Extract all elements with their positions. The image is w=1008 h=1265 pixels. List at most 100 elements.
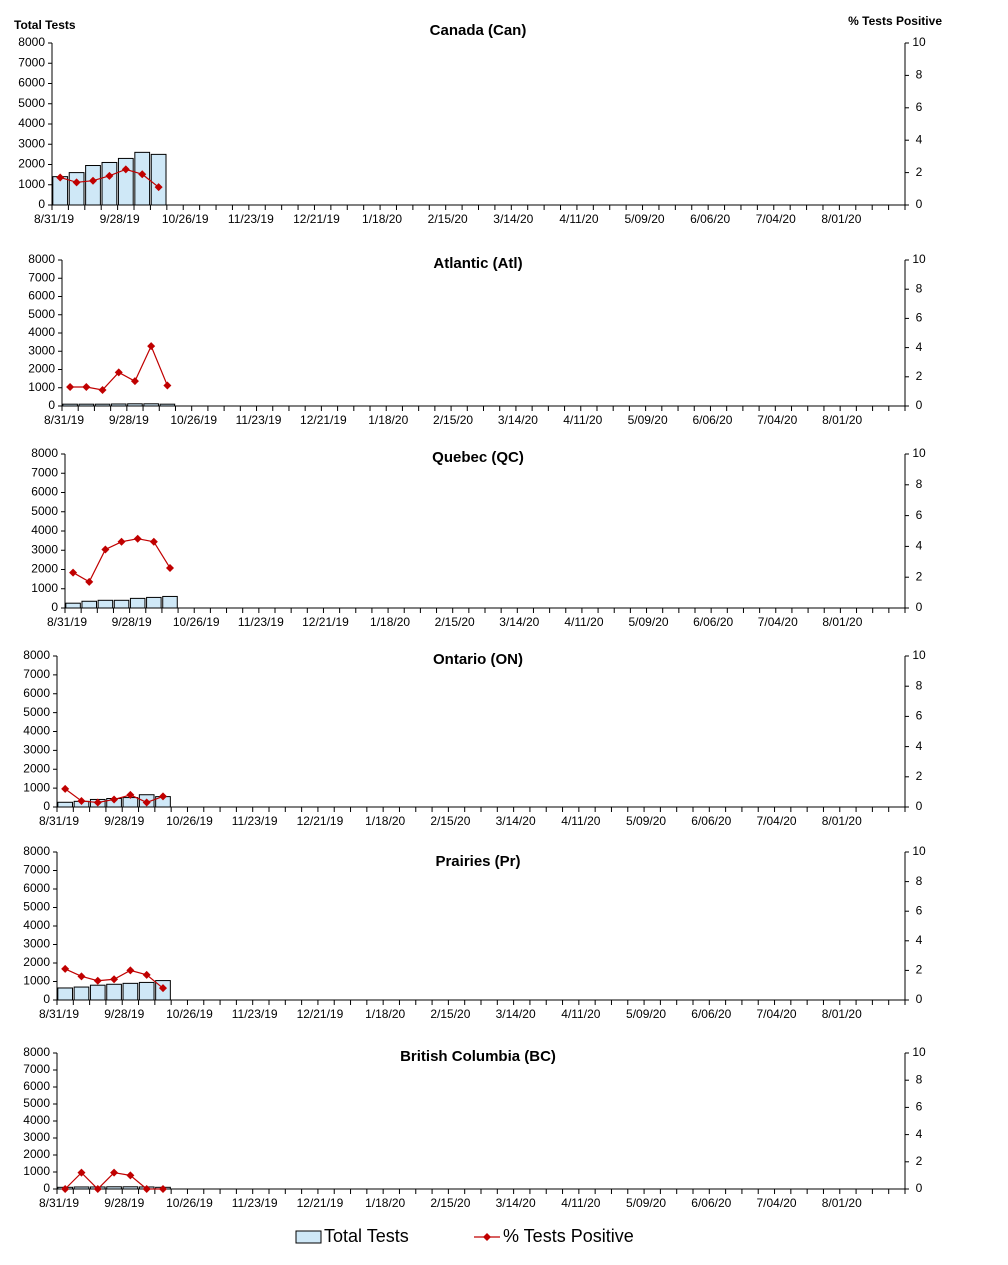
point [138,170,147,179]
point [166,563,174,572]
x-tick-label: 6/06/20 [693,615,733,629]
chart-title: Atlantic (Atl) [433,255,522,272]
y-tick-label: 2000 [23,761,50,775]
y-tick-label: 6000 [23,686,50,700]
point [85,577,94,586]
x-tick-label: 8/31/19 [39,1196,79,1210]
bar [106,983,122,1001]
point [69,568,78,577]
y-tick-label: 1000 [23,974,50,988]
y2-tick-label: 4 [916,739,923,753]
x-tick-label: 7/04/20 [758,615,798,629]
x-tick-label: 7/04/20 [757,814,797,828]
point [130,377,139,386]
point [163,381,172,390]
point [149,537,158,546]
bar [162,595,178,609]
y-axis-label: Total Tests [14,18,76,32]
point [93,1185,102,1193]
bar [122,982,139,1001]
bar [134,151,151,206]
y-tick-label: 0 [43,799,50,813]
x-tick-label: 7/04/20 [757,1196,797,1210]
y-tick-label: 8000 [31,446,58,460]
x-tick-label: 7/04/20 [757,413,797,427]
x-tick-label: 12/21/19 [300,413,347,427]
y-tick-label: 3000 [23,937,50,951]
legend-label: % Tests Positive [503,1226,634,1246]
chart-title: British Columbia (BC) [400,1048,556,1065]
bar [78,403,95,407]
y2-tick-label: 4 [916,539,923,553]
y-tick-label: 5000 [18,96,45,110]
y2-tick-label: 4 [916,340,923,354]
y-tick-label: 1000 [18,177,45,191]
x-tick-label: 8/31/19 [47,615,87,629]
x-tick-label: 10/26/19 [166,1007,213,1021]
y-tick-label: 5000 [23,1096,50,1110]
x-tick-label: 11/23/19 [236,413,282,427]
bar [122,797,139,808]
y-tick-label: 5000 [31,504,58,518]
bar [113,599,130,609]
y-tick-label: 1000 [23,780,50,794]
point [110,1168,119,1177]
y2-tick-label: 8 [916,1072,923,1086]
x-tick-label: 5/09/20 [626,814,666,828]
y-tick-label: 0 [48,398,55,412]
y-tick-label: 6000 [18,76,45,90]
x-tick-label: 8/31/19 [39,814,79,828]
y-tick-label: 1000 [31,581,58,595]
x-tick-label: 9/28/19 [104,1196,144,1210]
x-tick-label: 1/18/20 [370,615,410,629]
x-tick-label: 11/23/19 [228,212,274,226]
x-tick-label: 9/28/19 [104,814,144,828]
y2-tick-label: 8 [916,281,923,295]
y2-tick-label: 0 [916,1181,923,1195]
bar [143,403,159,407]
x-tick-label: 8/01/20 [822,1007,862,1021]
chart-title: Prairies (Pr) [435,853,520,870]
y2-tick-label: 10 [912,648,926,662]
x-tick-label: 3/14/20 [496,1007,536,1021]
x-tick-label: 2/15/20 [430,1196,470,1210]
bar [73,986,90,1001]
y-tick-label: 6000 [23,1079,50,1093]
y-tick-label: 8000 [18,35,45,49]
y2-tick-label: 2 [916,963,923,977]
x-tick-label: 8/01/20 [822,814,862,828]
point [110,795,119,804]
x-tick-label: 1/18/20 [365,1196,405,1210]
point [154,183,163,192]
x-tick-label: 10/26/19 [166,814,213,828]
x-tick-label: 2/15/20 [430,1007,470,1021]
y-tick-label: 1000 [23,1164,50,1178]
x-tick-label: 8/31/19 [34,212,74,226]
x-tick-label: 10/26/19 [170,413,217,427]
y2-tick-label: 4 [916,933,923,947]
y-tick-label: 5000 [23,900,50,914]
y2-tick-label: 8 [916,68,923,82]
bar [159,403,176,407]
point [142,798,151,807]
x-tick-label: 12/21/19 [297,814,344,828]
bar [89,984,106,1001]
y2-tick-label: 10 [912,252,926,266]
y-tick-label: 3000 [31,542,58,556]
y-tick-label: 4000 [23,918,50,932]
y-tick-label: 4000 [23,1113,50,1127]
x-tick-label: 11/23/19 [238,615,284,629]
bar [146,596,162,609]
legend-swatch [483,1233,491,1241]
x-tick-label: 8/01/20 [821,212,861,226]
point [117,537,126,546]
x-tick-label: 9/28/19 [100,212,140,226]
y-tick-label: 4000 [23,724,50,738]
x-tick-label: 2/15/20 [430,814,470,828]
y-tick-label: 3000 [23,1130,50,1144]
point [61,1185,70,1193]
y2-tick-label: 6 [916,311,923,325]
y-tick-label: 7000 [31,465,58,479]
y2-tick-label: 8 [916,874,923,888]
bar [150,153,167,206]
